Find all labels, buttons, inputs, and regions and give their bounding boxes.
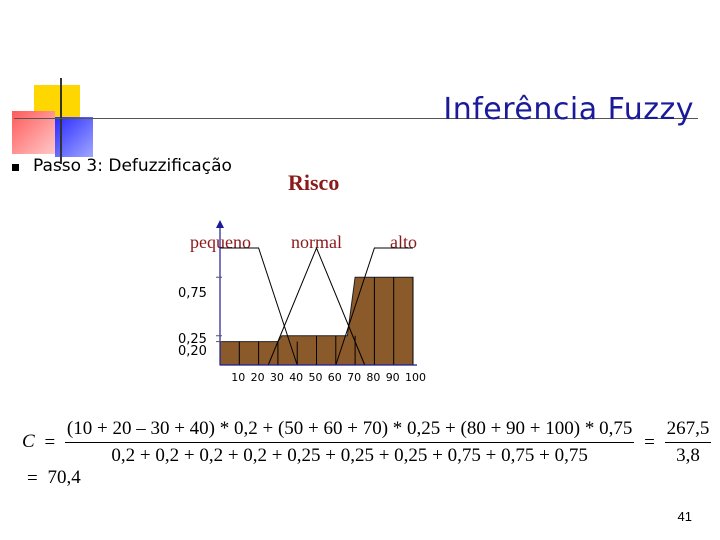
x-tick-label: 90 bbox=[385, 371, 400, 384]
x-tick-label: 40 bbox=[289, 371, 304, 384]
defuzzification-formula: C = (10 + 20 – 30 + 40) * 0,2 + (50 + 60… bbox=[22, 418, 720, 490]
membership-alto bbox=[335, 247, 413, 366]
slide-number: 41 bbox=[677, 509, 692, 524]
y-tick-025: 0,25 bbox=[178, 332, 207, 347]
y-tick-020: 0,20 bbox=[178, 344, 207, 359]
decor-line-horizontal bbox=[14, 118, 698, 119]
formula-denominator-2: 3,8 bbox=[664, 442, 712, 467]
x-tick-label: 10 bbox=[231, 371, 246, 384]
bullet-text: Passo 3: Defuzzificação bbox=[33, 156, 232, 176]
formula-lhs: C bbox=[22, 430, 35, 452]
x-tick-label: 70 bbox=[347, 371, 362, 384]
label-normal: normal bbox=[291, 232, 342, 252]
bullet-marker bbox=[12, 164, 19, 171]
formula-equals-3: = bbox=[27, 467, 38, 489]
x-tick-label: 30 bbox=[269, 371, 284, 384]
chart-title: Risco bbox=[288, 170, 340, 195]
y-tick-075: 0,75 bbox=[178, 286, 207, 301]
x-tick-label: 50 bbox=[308, 371, 323, 384]
formula-result: 70,4 bbox=[47, 467, 81, 488]
decor-line-vertical bbox=[60, 78, 62, 164]
x-tick-label: 80 bbox=[366, 371, 381, 384]
formula-equals-2: = bbox=[644, 431, 655, 453]
x-tick-label: 100 bbox=[405, 371, 426, 384]
formula-numerator-2: 267,5 bbox=[666, 418, 710, 439]
formula-numerator-1: (10 + 20 – 30 + 40) * 0,2 + (50 + 60 + 7… bbox=[66, 418, 633, 439]
x-tick-label: 60 bbox=[327, 371, 342, 384]
x-tick-label: 20 bbox=[250, 371, 265, 384]
formula-fraction-1: (10 + 20 – 30 + 40) * 0,2 + (50 + 60 + 7… bbox=[64, 418, 635, 467]
slide-title: Inferência Fuzzy bbox=[443, 92, 694, 127]
y-axis-arrow bbox=[216, 220, 224, 228]
label-alto: alto bbox=[390, 232, 417, 252]
formula-denominator-1: 0,2 + 0,2 + 0,2 + 0,2 + 0,25 + 0,25 + 0,… bbox=[64, 442, 635, 467]
formula-fraction-2: 267,5 3,8 bbox=[664, 418, 712, 467]
formula-equals-1: = bbox=[44, 431, 56, 453]
